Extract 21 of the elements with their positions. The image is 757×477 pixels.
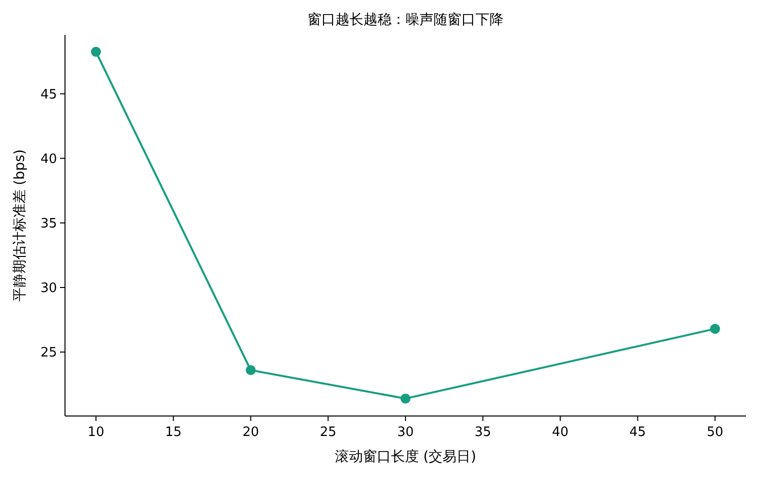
y-tick-label: 25 xyxy=(40,346,57,361)
chart-title: 窗口越长越稳：噪声随窗口下降 xyxy=(308,12,504,28)
point xyxy=(710,324,720,334)
y-tick-label: 30 xyxy=(40,280,57,296)
x-tick-label: 40 xyxy=(552,425,569,440)
point xyxy=(246,365,256,376)
x-tick-label: 45 xyxy=(629,425,646,440)
x-tick-label: 15 xyxy=(165,425,182,440)
x-tick-label: 50 xyxy=(706,425,724,440)
x-axis-title: 滚动窗口长度 (交易日) xyxy=(334,449,476,465)
y-axis-title: 平静期估计标准差 (bps) xyxy=(12,149,28,302)
y-tick-label: 45 xyxy=(40,87,57,102)
x-tick-label: 20 xyxy=(242,425,259,440)
x-tick-label: 35 xyxy=(474,425,492,440)
x-tick-label: 25 xyxy=(320,425,336,440)
y-tick-label: 40 xyxy=(40,152,57,167)
x-tick-label: 10 xyxy=(88,425,104,440)
x-tick-label: 30 xyxy=(397,425,414,440)
y-tick-label: 35 xyxy=(40,216,57,232)
point xyxy=(90,46,101,57)
point xyxy=(400,394,410,404)
